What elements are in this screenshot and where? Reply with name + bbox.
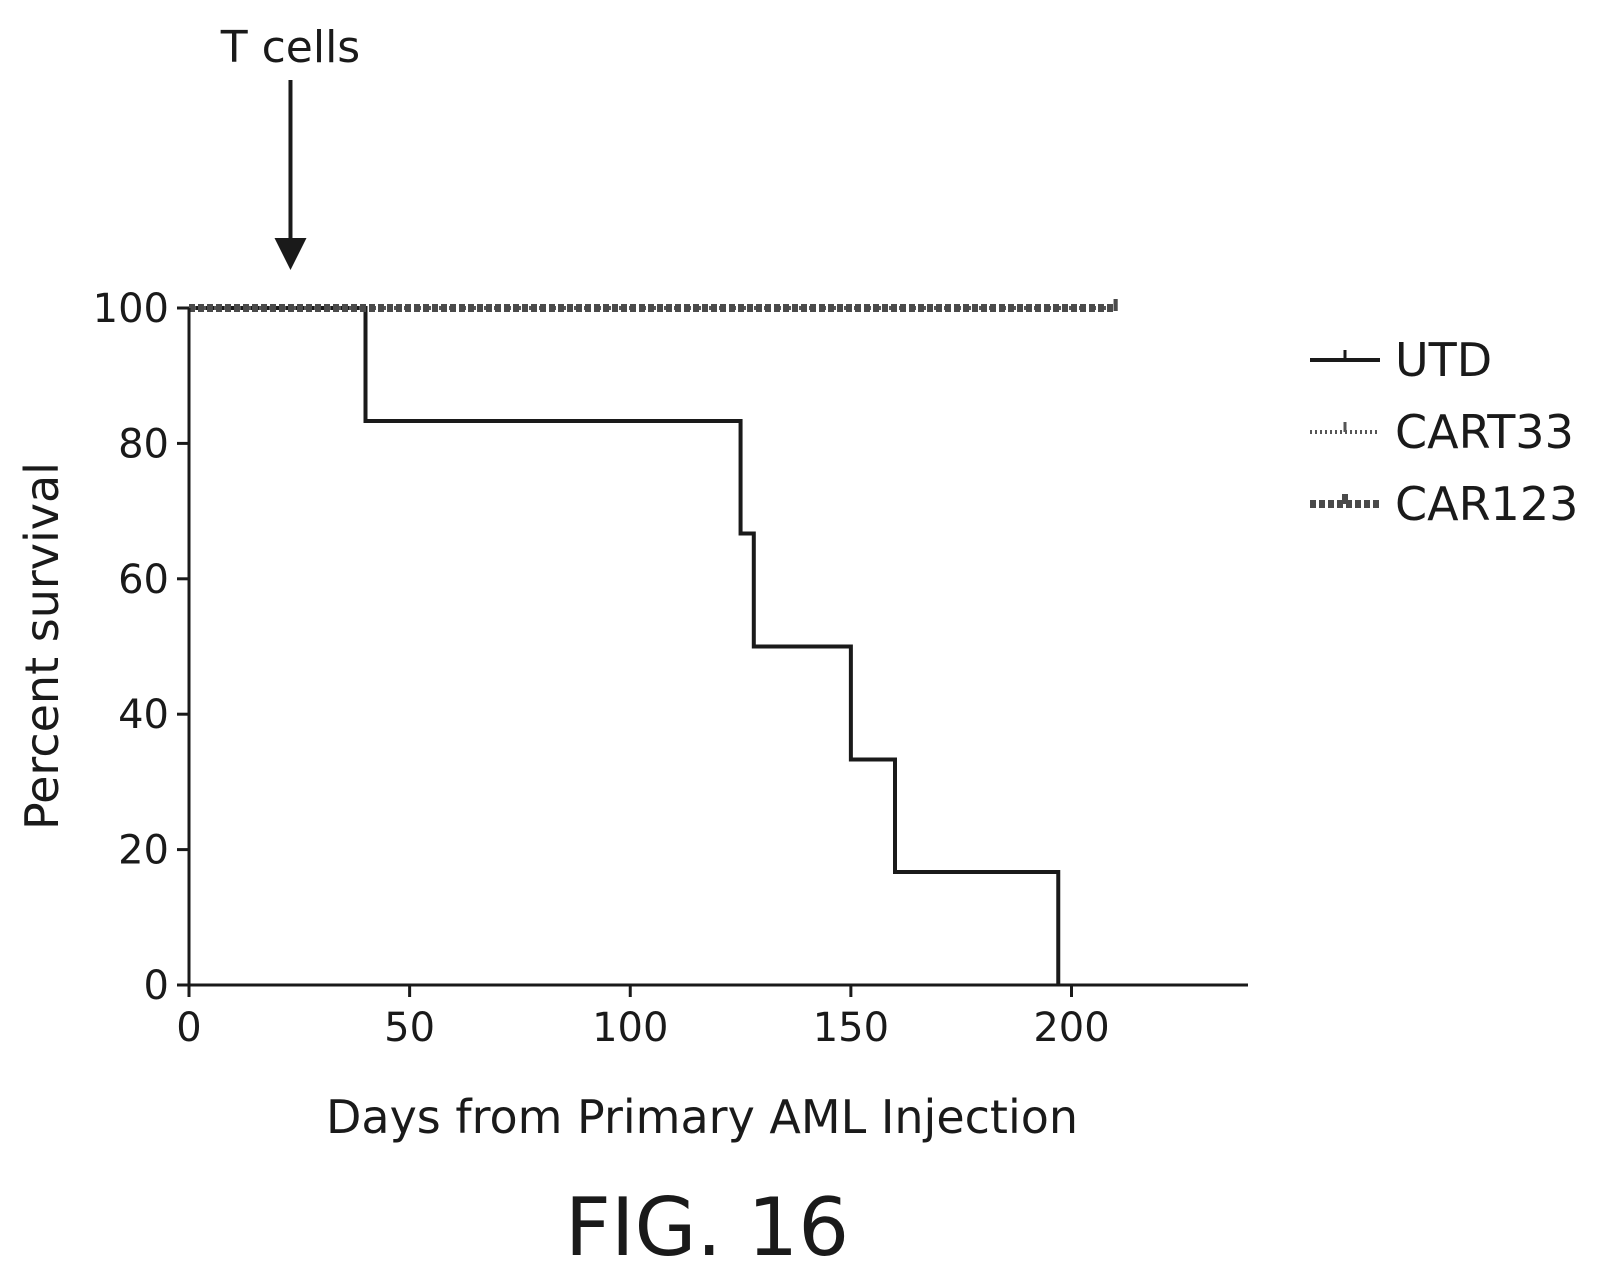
- legend-label-cart33: CART33: [1395, 405, 1574, 459]
- y-tick-label: 0: [144, 963, 169, 1009]
- series-layer: [189, 299, 1118, 985]
- y-ticks: 0 20 40 60 80 100: [93, 286, 189, 1009]
- x-tick-label: 50: [384, 1005, 435, 1051]
- legend: UTD CART33 CAR123: [1310, 333, 1578, 531]
- x-ticks: 0 50 100 150 200: [176, 985, 1110, 1051]
- x-tick-label: 150: [813, 1005, 889, 1051]
- annotation-arrow-head: [274, 238, 307, 270]
- x-axis-label: Days from Primary AML Injection: [326, 1090, 1078, 1144]
- annotation-label: T cells: [220, 22, 361, 73]
- axes: [187, 308, 1248, 987]
- y-tick-label: 100: [93, 286, 169, 332]
- y-tick-label: 40: [118, 692, 169, 738]
- y-tick-label: 60: [118, 557, 169, 603]
- y-tick-label: 20: [118, 828, 169, 874]
- figure-caption: FIG. 16: [565, 1181, 849, 1270]
- y-tick-label: 80: [118, 421, 169, 467]
- annotation: T cells: [220, 22, 361, 270]
- x-tick-label: 0: [176, 1005, 201, 1051]
- legend-label-utd: UTD: [1395, 333, 1492, 387]
- y-axis-label: Percent survival: [15, 462, 69, 830]
- series-line-utd: [189, 306, 1061, 985]
- x-tick-label: 100: [592, 1005, 668, 1051]
- x-tick-label: 200: [1033, 1005, 1109, 1051]
- legend-label-car123: CAR123: [1395, 477, 1578, 531]
